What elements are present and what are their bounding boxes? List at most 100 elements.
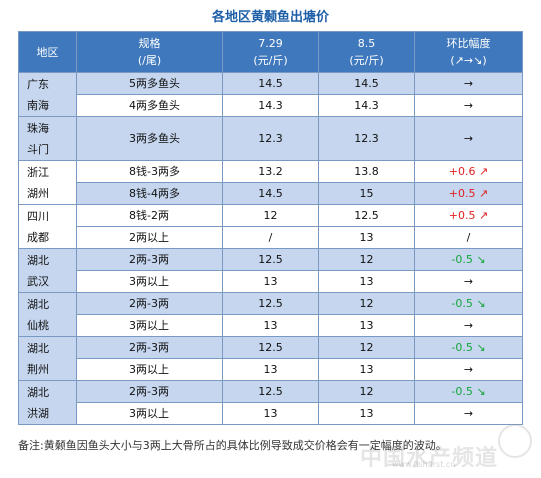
table-row: 2两以上/13/ [19, 226, 523, 249]
change-cell: +0.5 ↗ [414, 204, 523, 227]
change-cell: → [414, 314, 523, 337]
change-cell: -0.5 ↘ [414, 248, 523, 271]
spec-cell: 3两以上 [76, 358, 223, 381]
table-row: 湖北 武汉 2两-3两 12.5 12 -0.5 ↘ [18, 248, 523, 293]
spec-cell: 3两以上 [76, 402, 223, 425]
table-header-row: 地区 规格 (/尾) 7.29 (元/斤) 8.5 (元/斤) 环比幅度 (↗→… [18, 31, 523, 73]
page-title: 各地区黄颡鱼出塘价 [211, 10, 329, 25]
price-8-5-cell: 14.5 [318, 72, 415, 95]
price-7-29-cell: 14.3 [222, 94, 319, 117]
header-change-line1: 环比幅度 [446, 37, 491, 50]
change-cell: → [414, 94, 523, 117]
change-cell: → [414, 358, 523, 381]
change-cell: → [414, 402, 523, 425]
price-8-5-cell: 12 [318, 248, 415, 271]
table-body: 广东 南海 5两多鱼头 14.5 14.5 → 4两多鱼头 14.3 14.3 → 珠海 斗门 3两… [18, 72, 523, 425]
change-cell: -0.5 ↘ [414, 380, 523, 403]
price-8-5-cell: 13 [318, 270, 415, 293]
price-8-5-cell: 13.8 [318, 160, 415, 183]
price-8-5-cell: 13 [318, 314, 415, 337]
table-row: 湖北 洪湖 2两-3两 12.5 12 -0.5 ↘ [18, 380, 523, 425]
change-cell: -0.5 ↘ [414, 336, 523, 359]
region-cell: 珠海 斗门 [18, 116, 77, 161]
spec-cell: 3两以上 [76, 314, 223, 337]
header-date2-line2: (元/斤) [349, 54, 384, 67]
price-8-5-cell: 14.3 [318, 94, 415, 117]
table-row: 8钱-4两多 14.5 15 +0.5 ↗ [19, 182, 523, 205]
price-7-29-cell: 12 [222, 204, 319, 227]
header-spec: 规格 (/尾) [76, 31, 223, 73]
table-row: 3两以上 13 13 → [19, 358, 523, 381]
table-row: 四川 成都 8钱-2两 12 12.5 +0.5 ↗ [18, 204, 523, 249]
region-cell: 广东 南海 [18, 72, 77, 117]
price-8-5-cell: 15 [318, 182, 415, 205]
region-cell: 湖北 武汉 [18, 248, 77, 293]
table-row: 浙江 湖州 8钱-3两多 13.2 13.8 +0.6 ↗ [18, 160, 523, 205]
change-cell: → [414, 270, 523, 293]
table-row: 3两以上 13 13 → [19, 402, 523, 425]
table-row: 广东 南海 5两多鱼头 14.5 14.5 → [18, 72, 523, 117]
header-spec-line1: 规格 [138, 37, 161, 50]
spec-cell: 8钱-4两多 [76, 182, 223, 205]
header-spec-line2: (/尾) [137, 54, 162, 67]
price-7-29-cell: 13.2 [222, 160, 319, 183]
spec-cell: 5两多鱼头 [76, 72, 223, 95]
change-cell: / [414, 226, 523, 249]
table-row: 4两多鱼头 14.3 14.3 → [19, 94, 523, 117]
spec-cell: 4两多鱼头 [76, 94, 223, 117]
price-8-5-cell: 13 [318, 402, 415, 425]
header-date2-line1: 8.5 [357, 37, 376, 50]
change-cell: → [414, 116, 523, 161]
price-8-5-cell: 13 [318, 358, 415, 381]
price-8-5-cell: 12 [318, 336, 415, 359]
region-cell: 湖北 荆州 [18, 336, 77, 381]
price-table: 地区 规格 (/尾) 7.29 (元/斤) 8.5 (元/斤) 环比幅度 (↗→… [18, 31, 523, 425]
table-row: 湖北 荆州 2两-3两 12.5 12 -0.5 ↘ [18, 336, 523, 381]
spec-cell: 2两以上 [76, 226, 223, 249]
spec-cell: 8钱-2两 [76, 204, 223, 227]
price-7-29-cell: 13 [222, 314, 319, 337]
price-8-5-cell: 12.3 [318, 116, 415, 161]
footnote: 备注:黄颡鱼因鱼头大小与3两上大骨所占的具体比例导致成交价格会有一定幅度的波动。 [18, 439, 447, 452]
price-8-5-cell: 12.5 [318, 204, 415, 227]
spec-cell: 2两-3两 [76, 336, 223, 359]
watermark-logo: 中国水产频道 [360, 446, 499, 471]
price-7-29-cell: 12.3 [222, 116, 319, 161]
region-cell: 浙江 湖州 [18, 160, 77, 205]
header-date1: 7.29 (元/斤) [222, 31, 319, 73]
region-cell: 湖北 洪湖 [18, 380, 77, 425]
price-7-29-cell: 13 [222, 270, 319, 293]
price-7-29-cell: 12.5 [222, 248, 319, 271]
price-7-29-cell: 14.5 [222, 182, 319, 205]
price-7-29-cell: 12.5 [222, 336, 319, 359]
price-7-29-cell: / [222, 226, 319, 249]
watermark-globe-icon [498, 424, 532, 458]
price-7-29-cell: 12.5 [222, 380, 319, 403]
price-7-29-cell: 13 [222, 358, 319, 381]
spec-cell: 8钱-3两多 [76, 160, 223, 183]
price-7-29-cell: 13 [222, 402, 319, 425]
table-row: 3两以上 13 13 → [19, 270, 523, 293]
change-cell: +0.6 ↗ [414, 160, 523, 183]
spec-cell: 3两多鱼头 [76, 116, 223, 161]
price-7-29-cell: 12.5 [222, 292, 319, 315]
price-8-5-cell: 13 [318, 226, 415, 249]
region-cell: 四川 成都 [18, 204, 77, 249]
header-change: 环比幅度 (↗→↘) [414, 31, 523, 73]
header-date1-line1: 7.29 [258, 37, 283, 50]
spec-cell: 3两以上 [76, 270, 223, 293]
price-7-29-cell: 14.5 [222, 72, 319, 95]
header-change-line2: (↗→↘) [450, 54, 487, 67]
region-cell: 湖北 仙桃 [18, 292, 77, 337]
watermark-url: www.fishfirst.cn [392, 460, 456, 469]
header-region: 地区 [18, 31, 77, 73]
table-row: 3两以上 13 13 → [19, 314, 523, 337]
price-8-5-cell: 12 [318, 292, 415, 315]
header-date1-line2: (元/斤) [253, 54, 288, 67]
table-row: 湖北 仙桃 2两-3两 12.5 12 -0.5 ↘ [18, 292, 523, 337]
spec-cell: 2两-3两 [76, 248, 223, 271]
price-8-5-cell: 12 [318, 380, 415, 403]
header-date2: 8.5 (元/斤) [318, 31, 415, 73]
change-cell: -0.5 ↘ [414, 292, 523, 315]
spec-cell: 2两-3两 [76, 380, 223, 403]
